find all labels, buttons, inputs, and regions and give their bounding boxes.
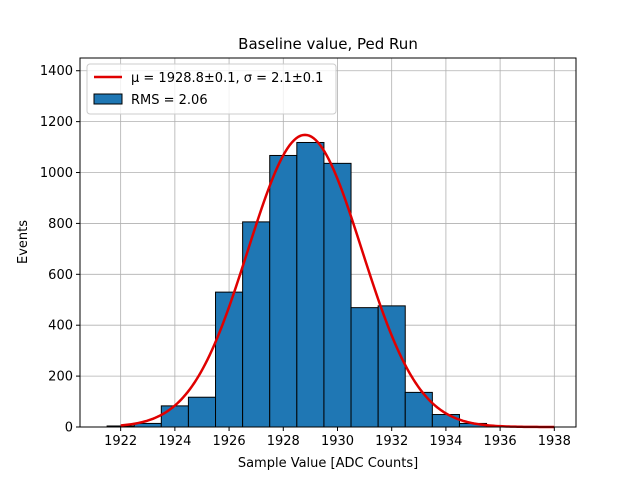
y-tick-label: 800 <box>48 217 73 232</box>
legend-histogram-swatch <box>93 93 123 105</box>
y-tick-label: 400 <box>48 319 73 334</box>
legend-histogram-label: RMS = 2.06 <box>131 93 208 108</box>
histogram-bar <box>431 414 460 428</box>
legend: μ = 1928.8±0.1, σ = 2.1±0.1 RMS = 2.06 <box>86 63 337 115</box>
x-axis-label: Sample Value [ADC Counts] <box>238 456 418 471</box>
histogram-bar <box>377 305 406 428</box>
gaussian-fit-curve <box>120 133 555 429</box>
x-tick-label: 1930 <box>321 434 354 449</box>
x-tick-label: 1934 <box>429 434 462 449</box>
y-axis-ticks: 0 200 400 600 800 1000 1200 1400 <box>40 64 80 436</box>
histogram-bar <box>350 307 379 428</box>
histogram-bar <box>187 396 217 428</box>
x-axis-ticks: 1922 1924 1926 1928 1930 1932 1934 1936 1938 <box>104 427 571 449</box>
y-tick-label: 600 <box>48 268 73 283</box>
y-tick-label: 0 <box>65 421 73 436</box>
x-tick-label: 1932 <box>375 434 408 449</box>
x-tick-label: 1924 <box>158 434 191 449</box>
y-tick-label: 200 <box>48 370 73 385</box>
x-tick-label: 1936 <box>484 434 517 449</box>
histogram-bar <box>296 141 325 428</box>
chart-title: Baseline value, Ped Run <box>238 35 418 53</box>
y-axis-label: Events <box>16 220 31 264</box>
x-tick-label: 1938 <box>538 434 571 449</box>
fit-curve-group <box>120 133 555 429</box>
legend-box <box>86 63 337 115</box>
y-tick-label: 1000 <box>40 166 73 181</box>
histogram-bars <box>106 141 515 428</box>
plot-frame <box>79 57 577 428</box>
y-tick-label: 1200 <box>40 115 73 130</box>
legend-fit-label: μ = 1928.8±0.1, σ = 2.1±0.1 <box>131 71 323 86</box>
x-tick-label: 1926 <box>213 434 246 449</box>
histogram-bar <box>215 291 244 428</box>
x-tick-label: 1928 <box>267 434 300 449</box>
histogram-bar <box>160 405 189 428</box>
x-tick-label: 1922 <box>104 434 137 449</box>
y-tick-label: 1400 <box>40 64 73 79</box>
histogram-bar <box>269 154 298 428</box>
